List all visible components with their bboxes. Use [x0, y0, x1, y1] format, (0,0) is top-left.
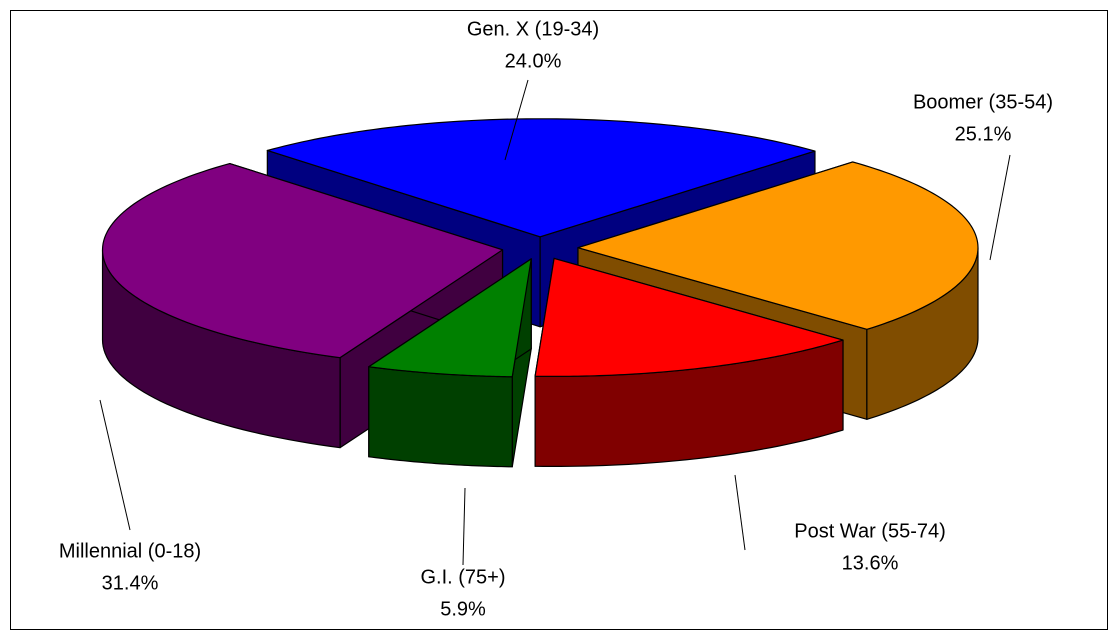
slice-top: [101, 162, 504, 359]
leader-line: [989, 154, 1011, 261]
value-label: 5.9%: [440, 598, 486, 620]
leader-line: [504, 79, 529, 161]
pie: [101, 118, 979, 468]
slice-top: [368, 258, 532, 378]
slice: [368, 258, 532, 468]
category-label: Post War (55-74): [794, 520, 946, 542]
leader-line: [99, 399, 131, 531]
slice: [101, 162, 504, 449]
category-label: Millennial (0-18): [59, 540, 201, 562]
slice-top: [266, 118, 816, 238]
slice-top: [577, 161, 979, 330]
slice: [534, 257, 844, 468]
value-label: 24.0%: [505, 50, 562, 72]
category-label: Gen. X (19-34): [467, 18, 599, 40]
leader-line: [462, 487, 466, 566]
slice-side: [368, 366, 513, 468]
category-label: Boomer (35-54): [913, 91, 1053, 113]
value-label: 13.6%: [842, 552, 899, 574]
slice-top: [534, 257, 844, 378]
leader-line: [734, 474, 746, 551]
value-label: 31.4%: [102, 572, 159, 594]
labels: Gen. X (19-34) 24.0% Boomer (35-54) 25.1% Po…: [59, 18, 1053, 620]
value-label: 25.1%: [955, 123, 1012, 145]
category-label: G.I. (75+): [420, 566, 505, 588]
